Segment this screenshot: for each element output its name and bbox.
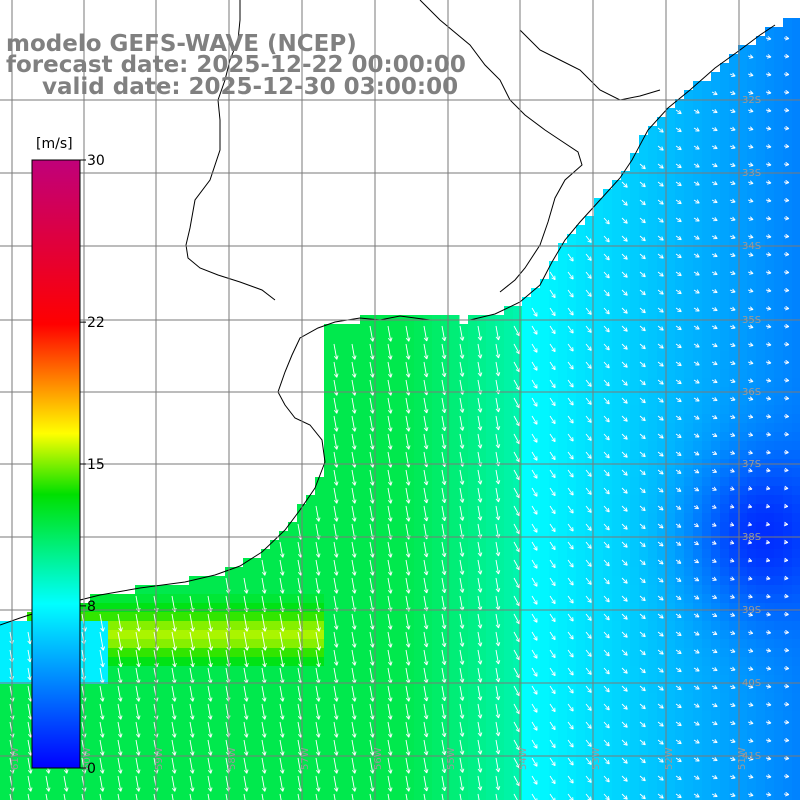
lon-label: 60W — [82, 747, 93, 770]
lat-label: 32S — [742, 95, 761, 106]
lon-label: 57W — [300, 747, 311, 770]
lon-label: 61W — [10, 747, 21, 770]
colorbar: [m/s] 30 22 15 8 0 — [31, 136, 105, 777]
lon-label: 51W — [737, 747, 748, 770]
colorbar-tick-label: 30 — [87, 153, 105, 169]
lat-label: 38S — [742, 532, 761, 543]
colorbar-ticks: 30 22 15 8 0 — [80, 153, 105, 777]
country-border — [519, 0, 661, 101]
colorbar-tick-label: 15 — [87, 457, 105, 473]
lon-label: 59W — [154, 747, 165, 770]
lon-label: 58W — [227, 747, 238, 770]
colorbar-tick-label: 8 — [87, 599, 96, 615]
country-border — [419, 0, 583, 293]
river-outline — [185, 0, 276, 301]
lon-label: 52W — [664, 747, 675, 770]
lat-label: 40S — [742, 678, 761, 689]
colorbar-tick-label: 0 — [87, 761, 96, 777]
wind-vector-field — [9, 35, 790, 800]
valid-date: valid date: 2025-12-30 03:00:00 — [42, 74, 459, 100]
lon-label: 56W — [373, 747, 384, 770]
forecast-date: forecast date: 2025-12-22 00:00:00 — [6, 52, 466, 78]
lat-label: 37S — [742, 459, 761, 470]
lon-label: 55W — [446, 747, 457, 770]
lon-label: 53W — [591, 747, 602, 770]
lon-label: 54W — [518, 747, 529, 770]
lat-label: 33S — [742, 168, 761, 179]
lat-label: 36S — [742, 387, 761, 398]
lat-label: 35S — [742, 315, 761, 326]
lat-label: 41S — [742, 751, 761, 762]
colorbar-gradient — [31, 159, 81, 769]
coastline — [0, 24, 776, 626]
colorbar-tick-label: 22 — [87, 315, 105, 331]
lat-label: 39S — [742, 605, 761, 616]
model-title: modelo GEFS-WAVE (NCEP) — [6, 31, 357, 57]
colorbar-unit: [m/s] — [36, 136, 73, 152]
lat-label: 34S — [742, 241, 761, 252]
